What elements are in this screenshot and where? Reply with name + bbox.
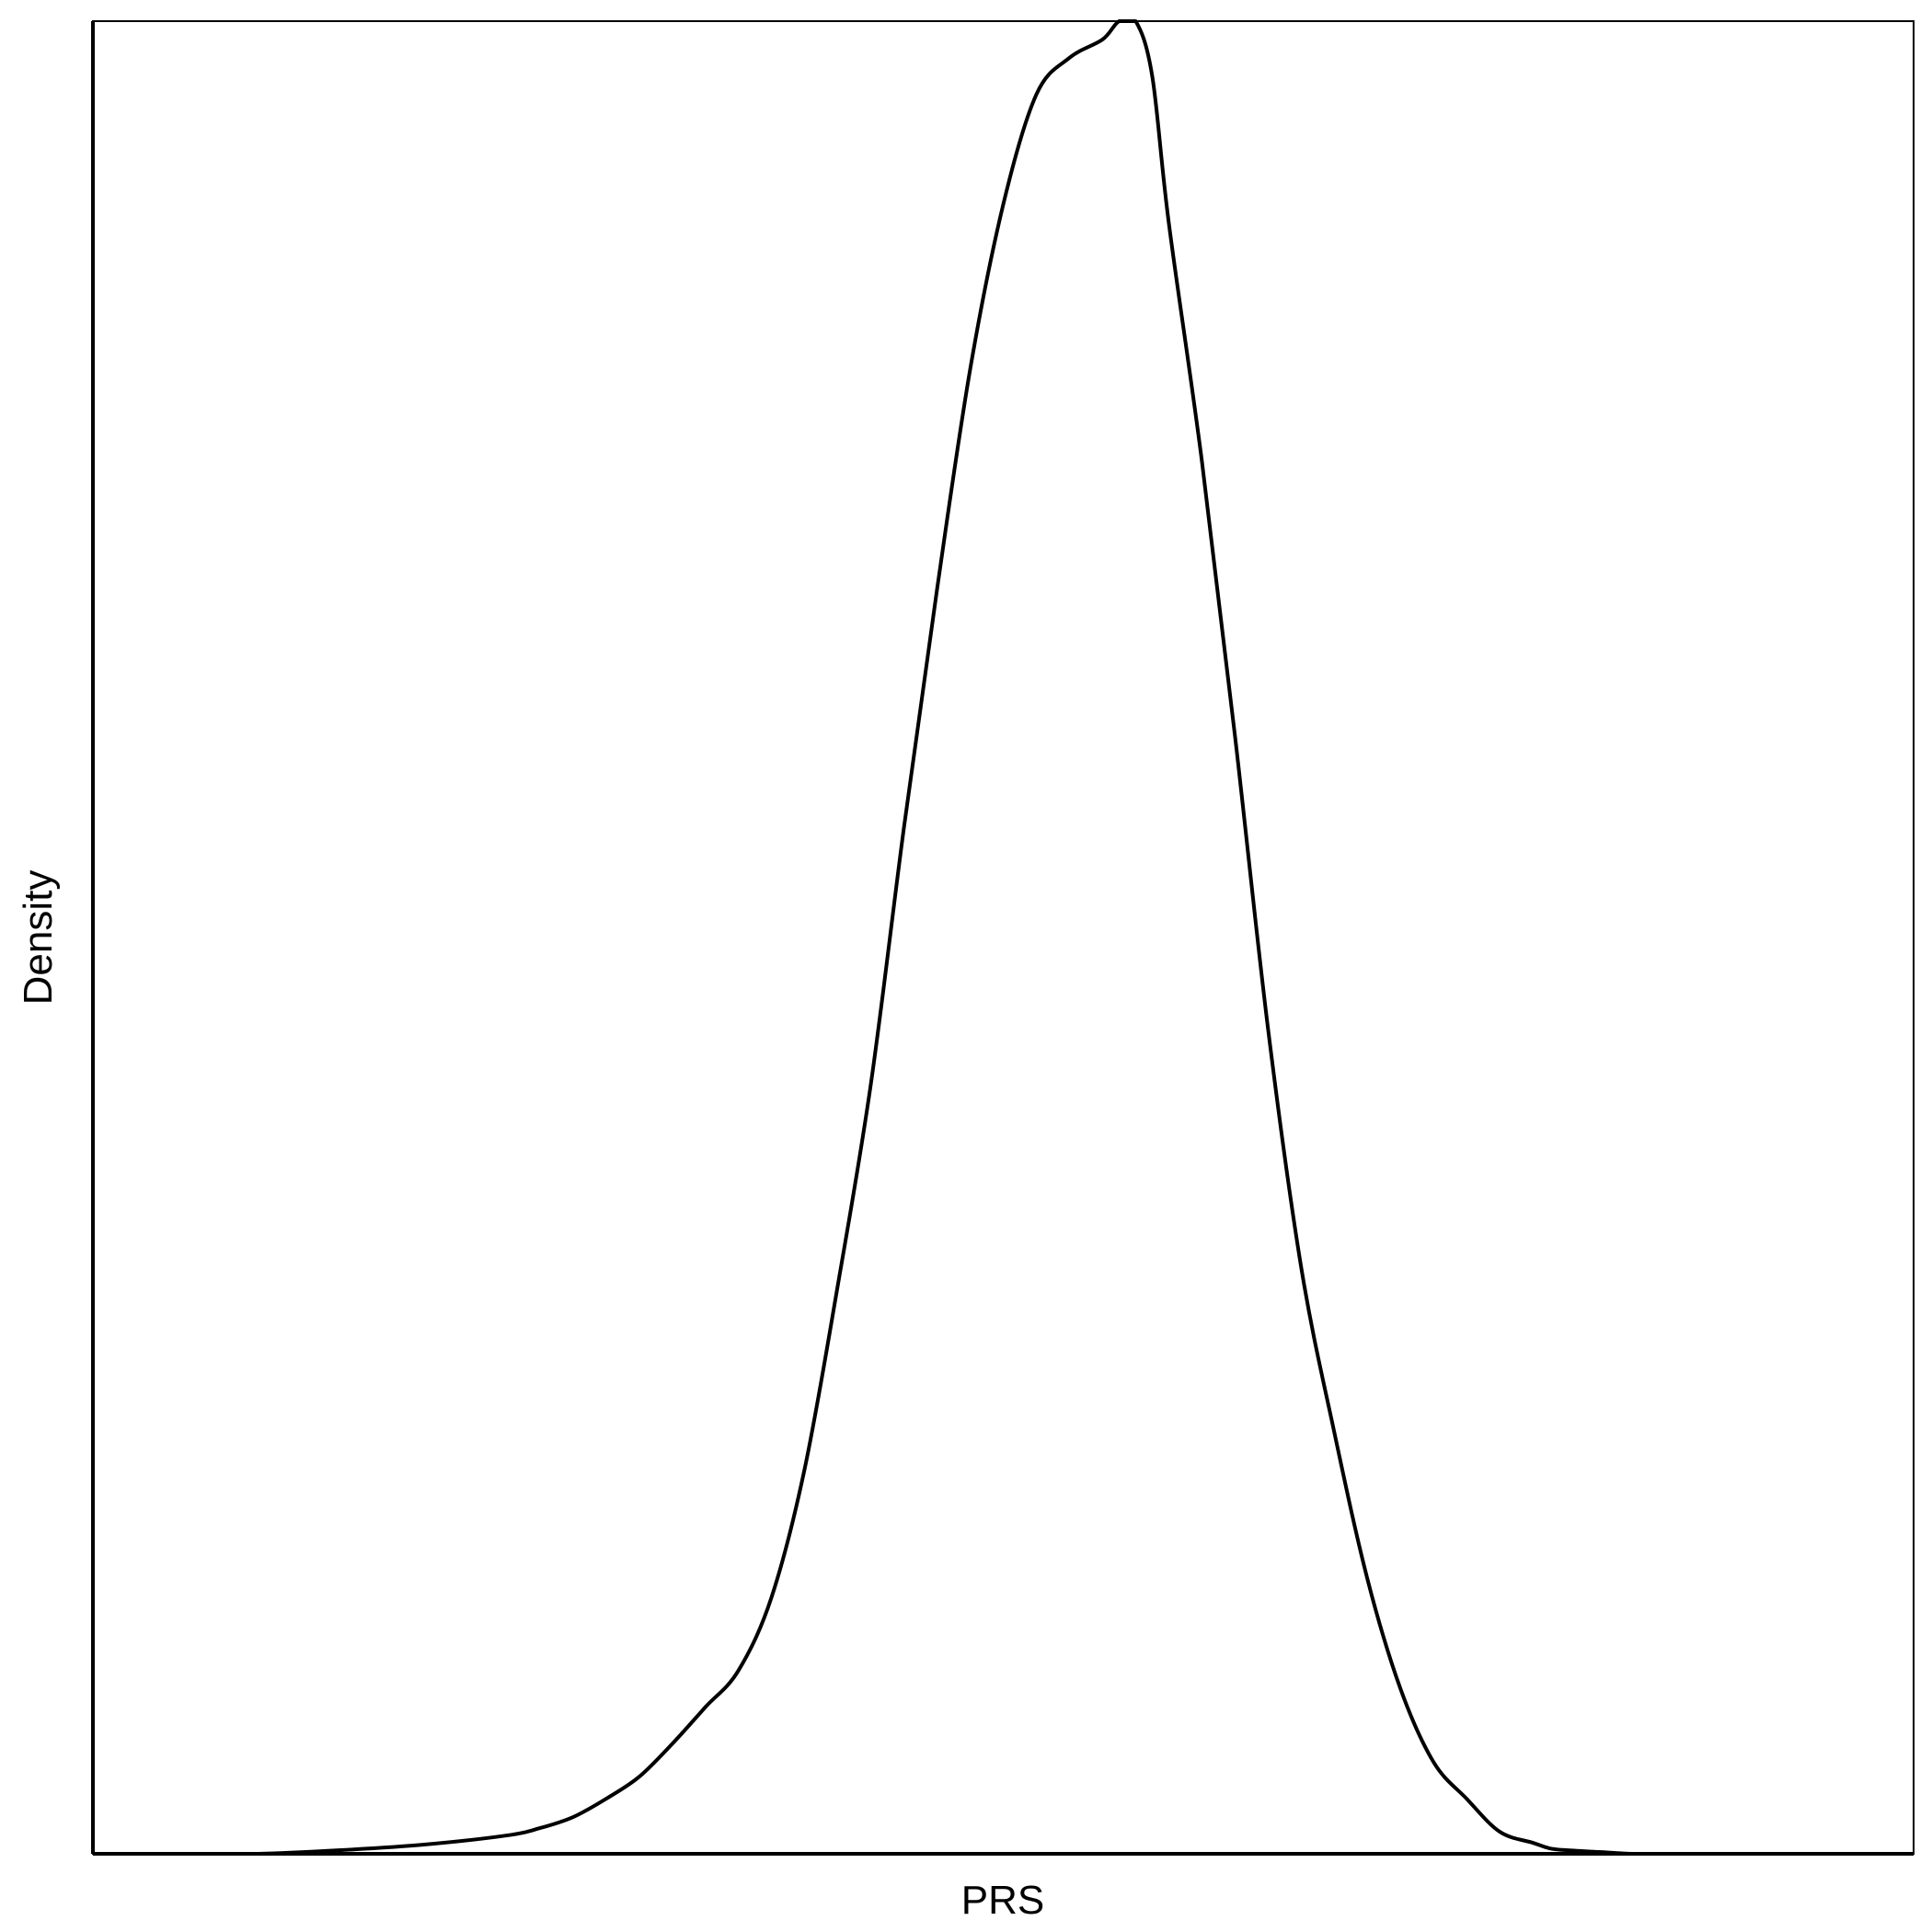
plot-frame xyxy=(92,20,1915,1855)
x-axis-title: PRS xyxy=(961,1878,1044,1923)
y-axis-title: Density xyxy=(16,870,61,1006)
density-curve xyxy=(173,19,1834,1857)
